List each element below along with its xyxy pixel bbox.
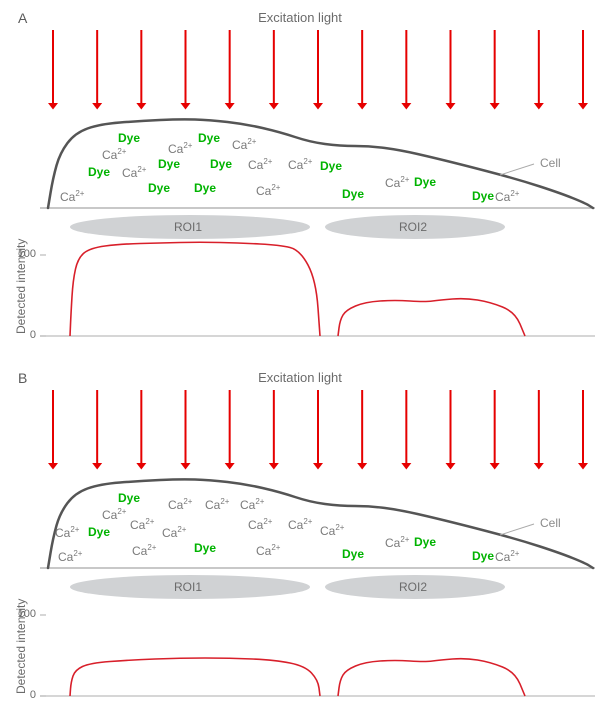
- ca2plus-label: Ca2+: [168, 142, 192, 155]
- panel-A: AExcitation lightCellDyeDyeDyeDyeDyeDyeD…: [0, 0, 600, 357]
- dye-label: Dye: [198, 132, 220, 144]
- ca2plus-label: Ca2+: [385, 176, 409, 189]
- roi-label: ROI2: [399, 580, 427, 594]
- cell-label: Cell: [540, 516, 561, 530]
- ca2plus-label: Ca2+: [58, 550, 82, 563]
- roi-label: ROI2: [399, 220, 427, 234]
- dye-label: Dye: [148, 182, 170, 194]
- intensity-ylabel: Detected intensity: [14, 599, 28, 694]
- dye-label: Dye: [194, 182, 216, 194]
- ca2plus-label: Ca2+: [168, 498, 192, 511]
- roi-label: ROI1: [174, 220, 202, 234]
- intensity-plot: [0, 600, 600, 700]
- panel-B: BExcitation lightCellDyeDyeDyeDyeDyeDyeC…: [0, 360, 600, 714]
- roi-label: ROI1: [174, 580, 202, 594]
- intensity-plot: [0, 240, 600, 340]
- excitation-arrows: [0, 0, 600, 118]
- ca2plus-label: Ca2+: [130, 518, 154, 531]
- ca2plus-label: Ca2+: [288, 158, 312, 171]
- dye-label: Dye: [158, 158, 180, 170]
- ca2plus-label: Ca2+: [162, 526, 186, 539]
- ca2plus-label: Ca2+: [256, 544, 280, 557]
- ca2plus-label: Ca2+: [102, 148, 126, 161]
- cell-label: Cell: [540, 156, 561, 170]
- dye-label: Dye: [414, 536, 436, 548]
- ca2plus-label: Ca2+: [102, 508, 126, 521]
- ca2plus-label: Ca2+: [495, 550, 519, 563]
- ca2plus-label: Ca2+: [132, 544, 156, 557]
- dye-label: Dye: [88, 526, 110, 538]
- ca2plus-label: Ca2+: [256, 184, 280, 197]
- ca2plus-label: Ca2+: [60, 190, 84, 203]
- ca2plus-label: Ca2+: [232, 138, 256, 151]
- ca2plus-label: Ca2+: [495, 190, 519, 203]
- dye-label: Dye: [88, 166, 110, 178]
- ca2plus-label: Ca2+: [205, 498, 229, 511]
- ca2plus-label: Ca2+: [55, 526, 79, 539]
- ca2plus-label: Ca2+: [320, 524, 344, 537]
- dye-label: Dye: [414, 176, 436, 188]
- dye-label: Dye: [342, 188, 364, 200]
- ca2plus-label: Ca2+: [240, 498, 264, 511]
- dye-label: Dye: [194, 542, 216, 554]
- dye-label: Dye: [342, 548, 364, 560]
- ca2plus-label: Ca2+: [122, 166, 146, 179]
- dye-label: Dye: [210, 158, 232, 170]
- ca2plus-label: Ca2+: [248, 518, 272, 531]
- ca2plus-label: Ca2+: [288, 518, 312, 531]
- dye-label: Dye: [118, 132, 140, 144]
- excitation-arrows: [0, 360, 600, 478]
- ca2plus-label: Ca2+: [248, 158, 272, 171]
- intensity-ylabel: Detected intensity: [14, 239, 28, 334]
- dye-label: Dye: [472, 550, 494, 562]
- dye-label: Dye: [472, 190, 494, 202]
- dye-label: Dye: [118, 492, 140, 504]
- dye-label: Dye: [320, 160, 342, 172]
- ca2plus-label: Ca2+: [385, 536, 409, 549]
